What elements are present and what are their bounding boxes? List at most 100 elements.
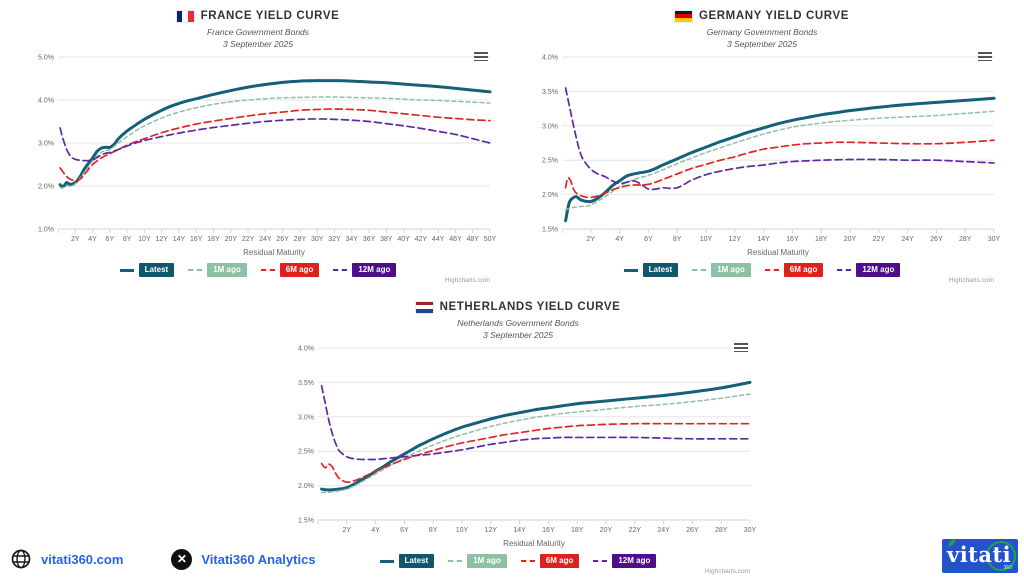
legend-item-latest[interactable]: Latest [379, 554, 435, 568]
x-axis-label: 14Y [173, 236, 186, 243]
x-axis-label: 28Y [959, 236, 972, 243]
legend-label: 12M ago [352, 263, 397, 277]
x-axis-label: 50Y [484, 236, 497, 243]
legend-label: 1M ago [207, 263, 247, 277]
legend-line-sample [448, 560, 463, 562]
y-axis-label: 1.5% [542, 227, 558, 234]
x-axis-label: 24Y [901, 236, 914, 243]
series-line-6m-ago[interactable] [564, 139, 995, 199]
x-axis-label: 30Y [988, 236, 1001, 243]
chart-legend: Latest 1M ago 6M ago 12M ago [278, 554, 758, 568]
hamburger-menu-icon[interactable] [734, 341, 748, 355]
highcharts-credit[interactable]: Highcharts.com [704, 568, 750, 575]
x-axis-label: 12Y [485, 527, 498, 534]
legend-label: 1M ago [467, 554, 507, 568]
x-axis-title: Residual Maturity [243, 248, 305, 257]
legend-item-latest[interactable]: Latest [623, 263, 679, 277]
hamburger-menu-icon[interactable] [474, 50, 488, 64]
legend-item-6m-ago[interactable]: 6M ago [260, 263, 320, 277]
x-axis-label: 10Y [138, 236, 151, 243]
series-line-6m-ago[interactable] [320, 422, 751, 484]
x-axis-label: 6Y [644, 236, 653, 243]
hamburger-menu-icon[interactable] [978, 50, 992, 64]
france-yield-curve-chart: FRANCE YIELD CURVE France Government Bon… [18, 4, 498, 286]
footer: vitati360.com ✕ Vitati360 Analytics [10, 548, 316, 570]
x-twitter-icon: ✕ [171, 548, 193, 570]
x-axis-label: 6Y [106, 236, 115, 243]
legend-item-1m-ago[interactable]: 1M ago [692, 263, 751, 277]
y-axis-label: 4.0% [298, 346, 314, 353]
y-axis-label: 3.5% [298, 380, 314, 387]
highcharts-credit[interactable]: Highcharts.com [948, 277, 994, 284]
x-axis-label: 20Y [225, 236, 238, 243]
chart-title: NETHERLANDS YIELD CURVE [439, 301, 621, 313]
legend-line-sample [764, 269, 779, 271]
x-axis-label: 46Y [449, 236, 462, 243]
legend-item-12m-ago[interactable]: 12M ago [593, 554, 657, 568]
legend-label: Latest [398, 554, 435, 568]
series-line-12m-ago[interactable] [320, 384, 751, 461]
x-axis-label: 22Y [873, 236, 886, 243]
website-footer-item: vitati360.com [10, 548, 123, 570]
legend-item-6m-ago[interactable]: 6M ago [764, 263, 824, 277]
y-axis-label: 3.5% [542, 89, 558, 96]
legend-item-latest[interactable]: Latest [119, 263, 175, 277]
x-axis-label: 22Y [242, 236, 255, 243]
legend-item-1m-ago[interactable]: 1M ago [448, 554, 507, 568]
netherlands-yield-curve-chart: NETHERLANDS YIELD CURVE Netherlands Gove… [278, 295, 758, 577]
x-axis-label: 2Y [343, 527, 352, 534]
chart-subtitle: Netherlands Government Bonds [457, 317, 579, 328]
series-line-latest[interactable] [58, 79, 492, 189]
logo-ring [986, 541, 1016, 571]
highcharts-credit[interactable]: Highcharts.com [444, 277, 490, 284]
x-axis-label: 20Y [844, 236, 857, 243]
x-axis-label: 16Y [190, 236, 203, 243]
series-line-12m-ago[interactable] [59, 118, 491, 162]
legend-label: 12M ago [612, 554, 657, 568]
x-axis-label: 16Y [786, 236, 799, 243]
series-line-latest[interactable] [564, 96, 996, 223]
plot-area: 1.0% 2.0% 3.0% 4.0% 5.0% 2Y 4Y 6Y 8Y 10Y 12Y 14Y 16Y… [38, 55, 497, 244]
chart-date: 3 September 2025 [483, 330, 553, 340]
analytics-link[interactable]: Vitati360 Analytics [201, 551, 316, 567]
y-axis-label: 2.0% [298, 483, 314, 490]
y-axis-label: 2.5% [542, 158, 558, 165]
x-axis-label: 8Y [673, 236, 682, 243]
series-line-6m-ago[interactable] [59, 108, 491, 182]
x-axis-label: 10Y [456, 527, 469, 534]
series-line-1m-ago[interactable] [564, 110, 995, 211]
legend-label: 1M ago [711, 263, 751, 277]
x-axis-label: 22Y [629, 527, 642, 534]
x-axis-label: 36Y [363, 236, 376, 243]
x-axis-label: 4Y [88, 236, 97, 243]
x-axis-label: 16Y [542, 527, 555, 534]
x-axis-label: 2Y [587, 236, 596, 243]
legend-line-sample [333, 269, 348, 271]
y-axis-label: 3.0% [38, 141, 54, 148]
x-axis-label: 30Y [744, 527, 757, 534]
x-axis-label: 8Y [123, 236, 132, 243]
legend-item-1m-ago[interactable]: 1M ago [188, 263, 247, 277]
series-line-latest[interactable] [320, 380, 752, 492]
website-link[interactable]: vitati360.com [41, 551, 124, 567]
x-axis-label: 28Y [294, 236, 307, 243]
chart-legend: Latest 1M ago 6M ago 12M ago [18, 263, 498, 277]
x-axis-label: 18Y [207, 236, 220, 243]
legend-label: 6M ago [783, 263, 824, 277]
chart-title: FRANCE YIELD CURVE [200, 10, 340, 22]
y-axis-label: 1.0% [38, 227, 54, 234]
x-axis-label: 18Y [571, 527, 584, 534]
series-line-12m-ago[interactable] [564, 87, 995, 191]
x-axis-label: 26Y [686, 527, 699, 534]
legend-line-sample [692, 269, 707, 271]
series-line-1m-ago[interactable] [320, 393, 751, 494]
series-line-1m-ago[interactable] [59, 96, 491, 189]
x-axis-label: 10Y [700, 236, 713, 243]
legend-item-12m-ago[interactable]: 12M ago [333, 263, 397, 277]
legend-item-6m-ago[interactable]: 6M ago [520, 554, 580, 568]
chart-date: 3 September 2025 [727, 39, 797, 49]
y-axis-label: 2.0% [542, 192, 558, 199]
legend-line-sample [837, 269, 852, 271]
legend-item-12m-ago[interactable]: 12M ago [837, 263, 901, 277]
vitati-logo[interactable]: vitati 360 [942, 538, 1018, 573]
